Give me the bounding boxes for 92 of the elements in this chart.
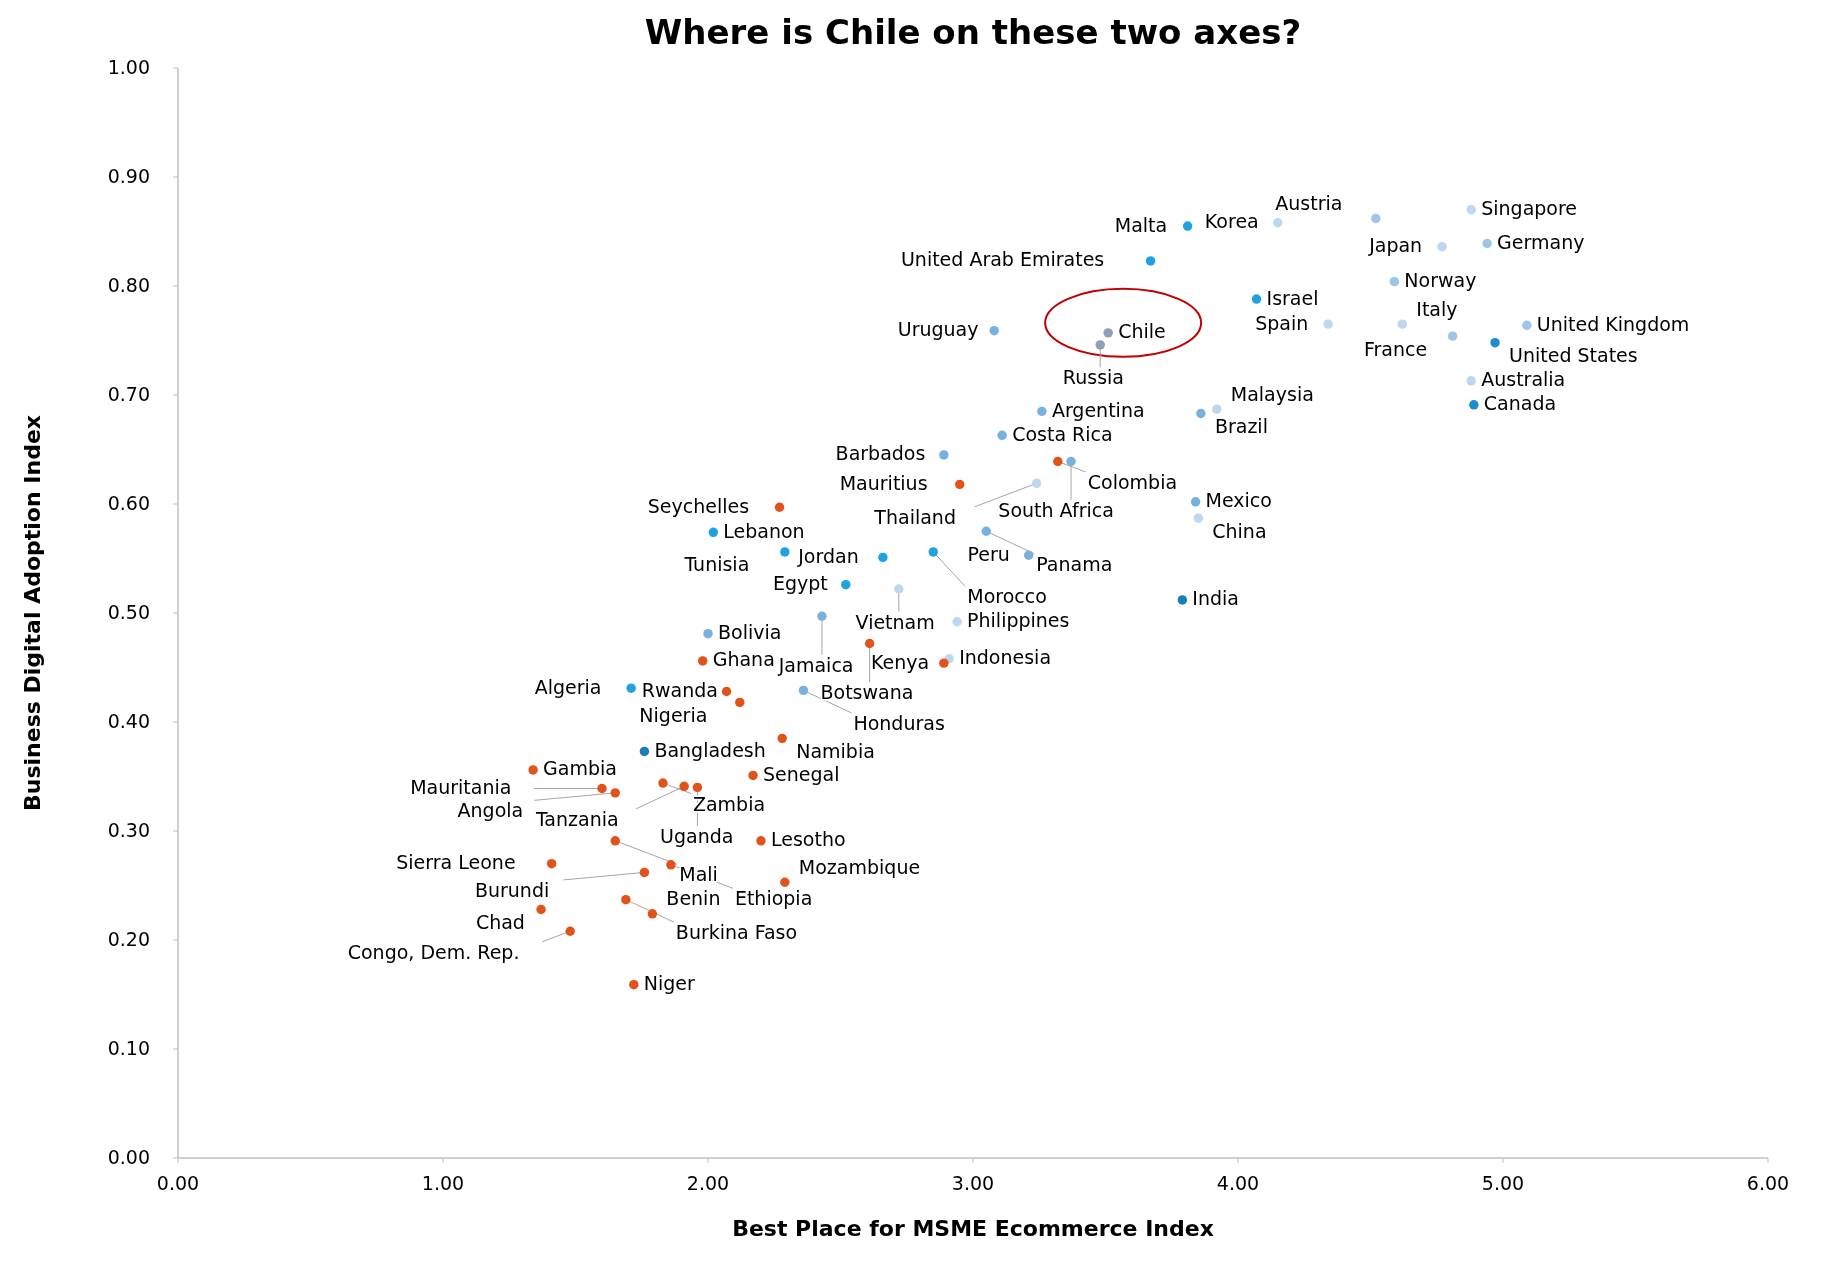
annotation: Brazil — [1214, 415, 1268, 438]
annotation: Zambia — [692, 792, 766, 815]
annotation: Jordan — [797, 544, 859, 567]
annotation: Rwanda — [641, 678, 719, 701]
annotation: India — [1192, 587, 1239, 610]
annotation: Burundi — [474, 878, 550, 901]
annotation: Tunisia — [683, 553, 750, 576]
annotation: Argentina — [1051, 398, 1145, 421]
annotation: United Kingdom — [1536, 312, 1690, 335]
annotation: Namibia — [796, 739, 875, 762]
x-tick-label: 5.00 — [1481, 1172, 1525, 1194]
annotation: Niger — [643, 972, 696, 995]
annotation: Burkina Faso — [675, 921, 798, 944]
annotation: Lesotho — [771, 828, 846, 851]
x-axis-title: Best Place for MSME Ecommerce Index — [732, 1216, 1214, 1241]
annotation: Italy — [1416, 297, 1458, 320]
annotation: Spain — [1255, 311, 1309, 334]
annotation: Israel — [1266, 286, 1319, 309]
annotation: Kenya — [870, 650, 930, 673]
annotation: Singapore — [1481, 197, 1578, 220]
x-tick-label: 2.00 — [686, 1172, 730, 1194]
y-tick-label: 0.70 — [107, 382, 150, 405]
annotation: Angola — [457, 799, 524, 822]
annotation: Panama — [1036, 552, 1113, 575]
annotation: Tanzania — [534, 807, 619, 830]
x-tick-label: 4.00 — [1216, 1172, 1260, 1194]
annotation: Algeria — [534, 675, 602, 698]
annotation: Gambia — [543, 757, 617, 780]
y-tick-label: 0.80 — [107, 273, 150, 296]
annotation: Mauritius — [839, 471, 928, 494]
annotation: Russia — [1062, 366, 1124, 389]
annotation: Ghana — [712, 648, 775, 671]
annotation: Japan — [1368, 234, 1423, 257]
annotation: Costa Rica — [1012, 422, 1113, 445]
x-tick-label: 6.00 — [1746, 1172, 1790, 1194]
annotation: Mauritania — [410, 775, 512, 798]
annotation: Mali — [679, 863, 718, 886]
y-tick-label: 0.50 — [107, 600, 150, 623]
annotation: Australia — [1481, 368, 1566, 391]
annotation: Mozambique — [798, 855, 921, 878]
y-tick-label: 0.20 — [107, 927, 150, 950]
annotation: South Africa — [998, 498, 1114, 521]
annotation: Seychelles — [647, 494, 750, 517]
annotation: Morocco — [967, 585, 1047, 608]
annotation: Lebanon — [723, 519, 805, 542]
x-tick-label: 1.00 — [421, 1172, 465, 1194]
y-tick-label: 0.30 — [107, 818, 150, 841]
annotation: Chad — [475, 910, 525, 933]
annotation: Colombia — [1087, 470, 1178, 493]
x-tick-label: 3.00 — [951, 1172, 995, 1194]
annotation: China — [1212, 519, 1267, 542]
annotation: Benin — [666, 887, 721, 910]
annotation: Uruguay — [897, 318, 979, 341]
annotation: Senegal — [763, 762, 840, 785]
annotation: Malaysia — [1230, 382, 1314, 405]
annotation: Austria — [1275, 191, 1343, 214]
annotation: Egypt — [772, 572, 828, 595]
annotation: Uganda — [660, 824, 734, 847]
chart-title: Where is Chile on these two axes? — [644, 12, 1302, 52]
annotation: Barbados — [835, 442, 926, 465]
annotation: Thailand — [873, 505, 956, 528]
y-tick-label: 0.10 — [107, 1036, 150, 1059]
annotation: Indonesia — [959, 646, 1052, 669]
annotation: Malta — [1114, 213, 1168, 236]
annotation: Chile — [1118, 320, 1166, 343]
annotation: Botswana — [820, 681, 914, 704]
annotation: France — [1363, 337, 1428, 360]
y-tick-label: 0.60 — [107, 491, 150, 514]
x-tick-label: 0.00 — [156, 1172, 200, 1194]
y-tick-label: 1.00 — [107, 55, 150, 78]
y-tick-label: 0.90 — [107, 164, 150, 187]
annotation: United States — [1509, 344, 1638, 367]
annotation: United Arab Emirates — [900, 248, 1105, 271]
annotation: Nigeria — [639, 703, 708, 726]
y-tick-label: 0.40 — [107, 709, 150, 732]
annotation: Bolivia — [718, 621, 782, 644]
annotation: Norway — [1404, 269, 1477, 292]
annotation: Peru — [967, 542, 1010, 565]
annotation: Honduras — [853, 711, 945, 734]
annotation: Canada — [1483, 392, 1557, 415]
y-tick-label: 0.00 — [107, 1145, 150, 1168]
annotation: Vietnam — [855, 610, 935, 633]
annotation: Germany — [1497, 230, 1585, 253]
annotation: Korea — [1204, 210, 1259, 233]
annotation: Mexico — [1205, 489, 1272, 512]
annotation: Philippines — [967, 609, 1070, 632]
annotation: Congo, Dem. Rep. — [347, 940, 520, 963]
annotation: Sierra Leone — [396, 851, 516, 874]
annotation: Bangladesh — [654, 738, 766, 761]
y-axis-title: Business Digital Adoption Index — [20, 415, 45, 811]
annotation: Jamaica — [777, 653, 854, 676]
annotation: Ethiopia — [734, 887, 813, 910]
